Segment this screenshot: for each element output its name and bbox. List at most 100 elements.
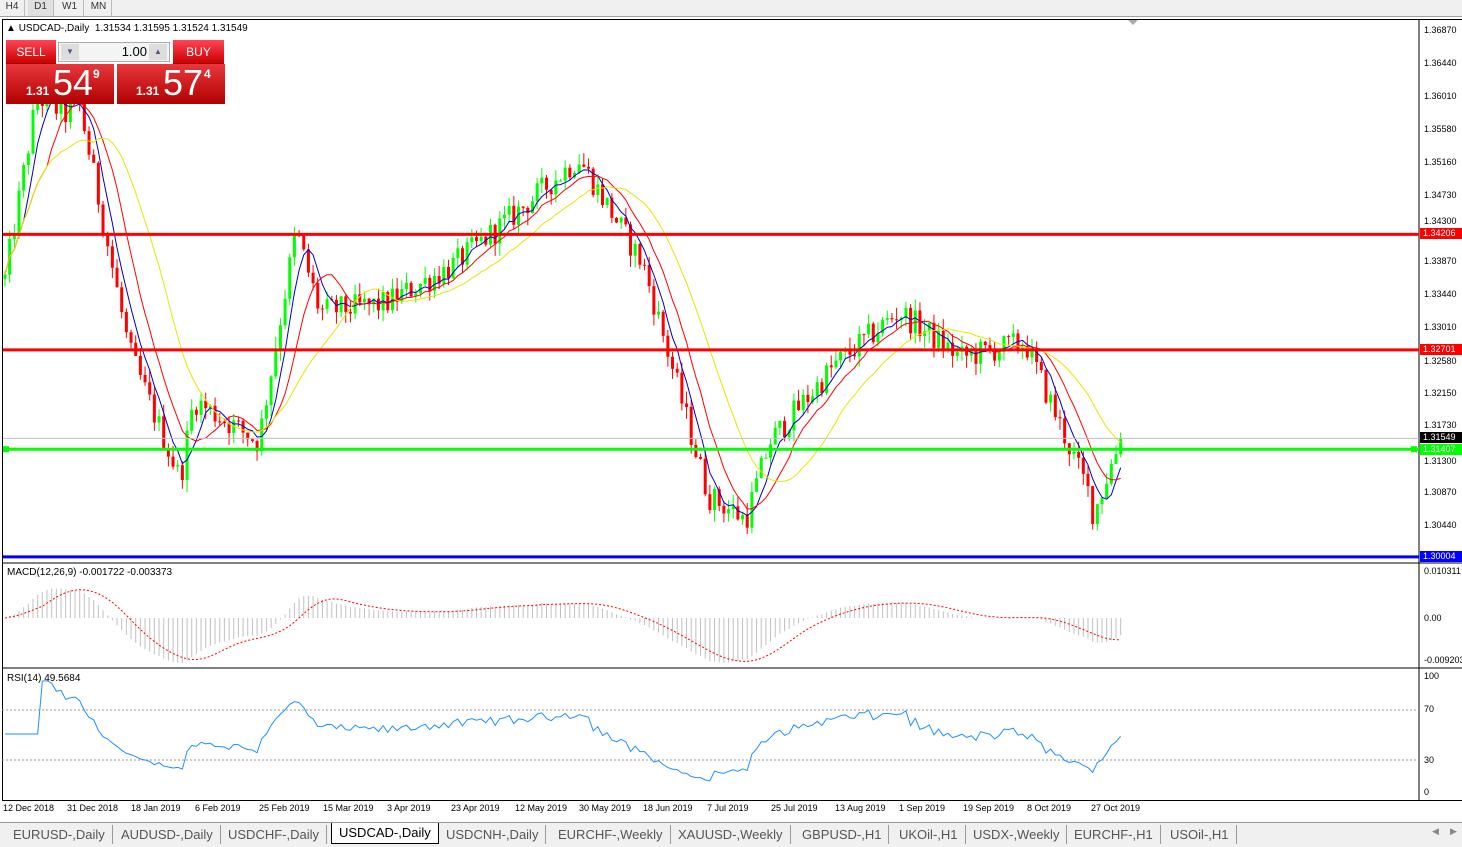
candle-body (573, 172, 577, 178)
lot-size-field[interactable]: ▼ 1.00 ▲ (58, 42, 170, 62)
ohlc-values: 1.31534 1.31595 1.31524 1.31549 (94, 23, 248, 34)
tab-scroll-right-icon[interactable]: ▶ (1450, 826, 1457, 836)
candle-body (825, 365, 829, 393)
time-tick: 7 Jul 2019 (707, 803, 749, 813)
symbol-tab[interactable]: USOil-,H1 (1163, 825, 1237, 844)
candle-body (446, 266, 450, 279)
candle-body (997, 352, 1001, 361)
candle-body (577, 164, 581, 173)
candle-body (1049, 394, 1053, 403)
candle-body (400, 289, 404, 302)
candle-body (689, 407, 693, 445)
period-w1[interactable]: W1 (56, 0, 84, 16)
symbol-tab[interactable]: AUDUSD-,Daily (114, 825, 221, 844)
period-h4[interactable]: H4 (0, 0, 25, 16)
symbol-tab[interactable]: USDX-,Weekly (966, 825, 1068, 844)
symbol-tab[interactable]: GBPUSD-,H1 (795, 825, 890, 844)
candle-body (605, 197, 609, 205)
candle-body (232, 420, 236, 434)
candle-body (680, 372, 684, 404)
buy-price-button[interactable]: 1.31 57 4 (117, 62, 225, 104)
candle-body (727, 509, 731, 514)
buy-button[interactable]: BUY (173, 40, 224, 64)
candle-body (1095, 504, 1099, 524)
candle-body (456, 248, 460, 258)
candle-body (904, 307, 908, 318)
time-tick: 12 Dec 2018 (3, 803, 55, 813)
candle-body (601, 184, 605, 205)
candle-body (647, 264, 651, 287)
candle-body (1063, 418, 1067, 444)
candle-body (941, 330, 945, 351)
symbol-tab[interactable]: EURCHF-,H1 (1067, 825, 1161, 844)
sell-price-button[interactable]: 1.31 54 9 (6, 62, 114, 104)
macd-signal-line (4, 589, 1121, 662)
chart-window[interactable] (2, 19, 1462, 801)
candle-body (283, 298, 287, 326)
candle-body (582, 164, 586, 167)
candle-body (82, 102, 86, 132)
sell-price-big: 54 (53, 62, 94, 103)
candle-body (988, 345, 992, 349)
candle-body (610, 197, 614, 218)
time-tick: 15 Mar 2019 (323, 803, 374, 813)
candle-body (974, 351, 978, 364)
symbol-tab[interactable]: USDCAD-,Daily (331, 823, 439, 844)
candle-body (783, 420, 787, 438)
symbol-title: USDCAD-,Daily (18, 23, 90, 34)
price-tick: 1.33010 (1424, 322, 1457, 332)
candle-body (110, 246, 114, 268)
candle-body (227, 423, 231, 434)
symbol-tab[interactable]: UKOil-,H1 (892, 825, 966, 844)
lot-increase-icon[interactable]: ▲ (149, 44, 167, 60)
candle-body (222, 421, 226, 424)
candle-body (969, 351, 973, 356)
candle-body (386, 292, 390, 311)
candle-body (255, 441, 259, 452)
candle-body (213, 405, 217, 422)
symbol-tab[interactable]: USDCHF-,Daily (221, 825, 327, 844)
candle-body (306, 249, 310, 273)
candle-body (409, 282, 413, 297)
candle-body (218, 421, 222, 423)
candle-body (423, 277, 427, 284)
candle-body (703, 458, 707, 495)
candle-body (797, 400, 801, 411)
rsi-axis-30: 30 (1424, 755, 1435, 765)
candle-body (516, 206, 520, 225)
candle-body (339, 296, 343, 313)
candle-body (120, 287, 124, 313)
candle-body (829, 365, 833, 368)
collapse-triangle-icon[interactable]: ▲ (6, 23, 16, 34)
price-tick: 1.31730 (1424, 420, 1457, 430)
candle-body (325, 299, 329, 309)
tab-scroll-left-icon[interactable]: ◀ (1432, 826, 1439, 836)
candle-body (432, 275, 436, 291)
candle-body (404, 282, 408, 290)
candle-body (264, 405, 268, 419)
period-mn[interactable]: MN (86, 0, 112, 16)
lot-decrease-icon[interactable]: ▼ (61, 44, 79, 60)
period-d1[interactable]: D1 (28, 0, 54, 16)
candle-body (367, 298, 371, 305)
candle-body (498, 218, 502, 244)
candle-body (106, 234, 110, 247)
candle-body (792, 400, 796, 431)
sell-button[interactable]: SELL (6, 40, 56, 64)
candle-body (115, 267, 119, 288)
candle-body (1011, 333, 1015, 337)
lot-value[interactable]: 1.00 (121, 44, 147, 59)
candle-body (769, 444, 773, 458)
symbol-tab[interactable]: EURUSD-,Daily (6, 825, 113, 844)
candle-body (138, 355, 142, 375)
candle-body (801, 394, 805, 411)
candle-body (596, 184, 600, 195)
sell-price-prefix: 1.31 (26, 84, 50, 98)
symbol-tab[interactable]: USDCNH-,Daily (439, 825, 547, 844)
candle-body (278, 325, 282, 349)
symbol-tab[interactable]: XAUUSD-,Weekly (671, 825, 791, 844)
candle-body (526, 207, 530, 214)
candle-body (937, 330, 941, 348)
symbol-tab[interactable]: EURCHF-,Weekly (551, 825, 671, 844)
